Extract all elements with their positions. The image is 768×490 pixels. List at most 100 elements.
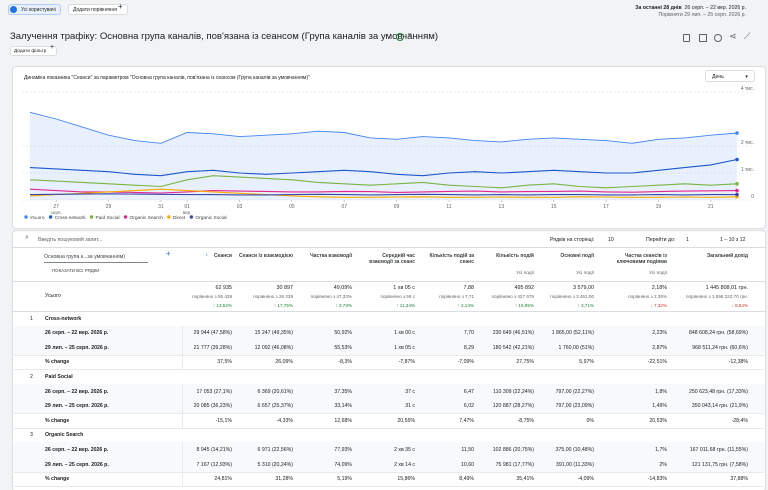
series-line (29, 188, 738, 198)
legend-swatch (167, 215, 171, 219)
x-tick-label: 01 (184, 204, 190, 210)
cell: 5,97% (579, 359, 594, 366)
cell: 2 хв 14 с (394, 461, 415, 468)
cell: 37,88% (730, 476, 748, 483)
cell: 120 887 (28,27%) (492, 403, 534, 410)
icon-trend[interactable]: ⟋ (744, 31, 751, 41)
column-header: Основні події (560, 253, 594, 259)
cell: 350 043,14 грн. (21,9%) (691, 403, 748, 410)
rows-per-page: 10 (608, 237, 614, 243)
legend-swatch (123, 215, 128, 219)
x-tick-label: 31 (158, 204, 164, 210)
totals-compare: порівняно з 1 598 222,70 грн. (686, 294, 748, 299)
divider (12, 311, 766, 312)
cell: 797,00 (23,09%) (555, 403, 594, 410)
cell: 1,49% (652, 403, 667, 410)
icon-edit[interactable] (699, 34, 707, 42)
cell: 27,75% (516, 359, 534, 366)
cell: 20,53% (649, 417, 667, 424)
page-title: Залучення трафіку: Основна група каналів… (10, 31, 439, 42)
divider (12, 247, 766, 248)
cell: 50,92% (334, 330, 352, 337)
cell: 2% (659, 461, 668, 468)
cell: 37,35% (334, 388, 352, 395)
totals-compare: порівняно з 26 239 (253, 294, 293, 299)
x-tick-label: 11 (446, 204, 451, 210)
cell: 12 092 (46,08%) (254, 344, 293, 351)
totals-changes: ↑ 2,14% (457, 303, 474, 308)
cell: 35,41% (516, 476, 534, 483)
rows-per-page-label: Рядків на сторінці: (550, 237, 595, 243)
totals-changes: ↑ 15,95% (514, 303, 534, 308)
legend-label: Paid Social (96, 215, 120, 221)
cell: -8,75% (517, 417, 534, 424)
chart-card (12, 66, 766, 229)
cell: 77,93% (334, 446, 352, 453)
pagination: 1 – 10 з 12 (720, 237, 746, 243)
icon-report[interactable] (683, 34, 690, 42)
cell: 2,87% (652, 344, 667, 351)
add-comparison[interactable]: Додати порівняння (68, 4, 128, 15)
cell: 7 167 (12,93%) (196, 461, 232, 468)
totals-values: 2,18% (651, 285, 667, 291)
totals-compare: порівняно з 7,71 (439, 294, 474, 299)
row-label: % change (45, 417, 70, 424)
cell: 180 542 (42,21%) (492, 344, 534, 351)
x-tick-label: 17 (603, 204, 609, 210)
cell: 797,00 (22,27%) (555, 388, 594, 395)
verified-icon (396, 33, 404, 41)
row-index: 2 (30, 373, 33, 380)
cell: 17 053 (27,1%) (196, 388, 232, 395)
x-tick-label: 15 (551, 204, 557, 210)
cell: 1 760,00 (51%) (558, 344, 594, 351)
sort-icon: ↓ (205, 252, 208, 258)
y-tick-label: 1 тис. (741, 167, 754, 173)
cell: 1 хв 05 с (394, 344, 415, 351)
chart-title: Динаміка показника "Сеанси" за параметро… (24, 75, 310, 81)
column-header: Кількість подій (496, 253, 534, 259)
x-tick-label: 09 (394, 204, 400, 210)
segment-label: Усі користувачі (21, 7, 56, 13)
icon-insights[interactable] (714, 34, 722, 42)
granularity-label: День (712, 74, 724, 80)
cell: 20,55% (397, 417, 415, 424)
cell: 5,19% (337, 476, 352, 483)
cell: 6,02 (463, 403, 474, 410)
legend-label: Cross-network (55, 215, 87, 221)
title-dropdown[interactable]: ▾ (408, 32, 412, 39)
series-end-point (735, 131, 739, 135)
cell: 31 с (405, 403, 415, 410)
totals-compare: порівняно з 3 451,00 (550, 294, 594, 299)
segment-chip[interactable]: Усі користувачі (8, 4, 61, 15)
cell: 121 131,75 грн. (7,58%) (691, 461, 748, 468)
date-range[interactable]: За останні 28 днів 26 серп. – 22 вер. 20… (635, 5, 746, 11)
series-line (29, 193, 737, 196)
cell: 968 511,24 грн. (60,6%) (692, 344, 748, 351)
cell: 6 369 (20,61%) (257, 388, 293, 395)
totals-values: 1 445 808,01 грн. (705, 285, 748, 291)
segment-icon (10, 6, 17, 13)
legend-label: Organic Search (130, 215, 164, 221)
cell: 24,81% (214, 476, 232, 483)
cell: 391,00 (11,33%) (556, 461, 594, 468)
totals-values: 30 897 (276, 285, 294, 291)
totals-changes: ↑ 13,52% (212, 303, 232, 308)
x-tick-month: серп. (51, 210, 62, 215)
divider (182, 471, 183, 487)
column-sub: Усі події (649, 271, 667, 276)
add-filter[interactable]: Додати фільтр (10, 46, 58, 56)
cell: 7,70 (463, 330, 474, 337)
cell: 37 с (405, 388, 415, 395)
cell: 74,09% (334, 461, 352, 468)
row-label: 29 лип. – 25 серп. 2026 р. (45, 461, 109, 468)
granularity-select[interactable]: День ▾ (705, 70, 755, 82)
series-end-point (735, 188, 739, 193)
legend-label: Усього (30, 215, 45, 221)
totals-changes: ↑ 3,71% (577, 303, 594, 308)
icon-share[interactable]: ⋖ (729, 31, 737, 41)
totals-compare: порівняно з 59 с (380, 294, 415, 299)
cell: -22,51% (647, 359, 667, 366)
series-end-point (735, 182, 739, 186)
cell: -15,1% (215, 417, 232, 424)
